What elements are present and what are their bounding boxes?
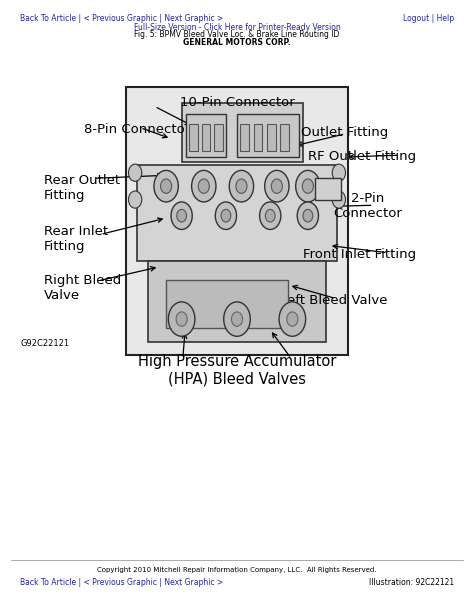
Text: RF Outlet Fitting: RF Outlet Fitting: [308, 151, 416, 164]
Bar: [186, 113, 226, 157]
Circle shape: [236, 179, 247, 193]
Circle shape: [297, 202, 319, 229]
Circle shape: [128, 191, 142, 208]
Text: 2-Pin
Connector: 2-Pin Connector: [333, 192, 402, 220]
Circle shape: [215, 202, 237, 229]
Circle shape: [231, 312, 243, 326]
Bar: [237, 113, 299, 157]
Text: Logout | Help: Logout | Help: [402, 14, 454, 23]
Text: Rear Inlet
Fitting: Rear Inlet Fitting: [44, 226, 108, 253]
Circle shape: [264, 170, 289, 202]
Text: GENERAL MOTORS CORP.: GENERAL MOTORS CORP.: [183, 39, 291, 47]
Circle shape: [287, 312, 298, 326]
Circle shape: [229, 170, 254, 202]
Text: 8-Pin Connector: 8-Pin Connector: [84, 123, 190, 136]
Circle shape: [224, 302, 250, 337]
Bar: [137, 165, 337, 261]
Circle shape: [279, 302, 306, 337]
Bar: [254, 124, 263, 151]
Circle shape: [332, 191, 346, 208]
Text: Front Inlet Fitting: Front Inlet Fitting: [303, 248, 416, 261]
Bar: [214, 124, 223, 151]
Circle shape: [332, 164, 346, 181]
Circle shape: [302, 179, 313, 193]
Circle shape: [296, 170, 320, 202]
Bar: [201, 124, 210, 151]
Circle shape: [128, 164, 142, 181]
Bar: [240, 124, 249, 151]
Bar: [182, 103, 303, 162]
Circle shape: [154, 170, 178, 202]
Text: Back To Article | < Previous Graphic | Next Graphic >: Back To Article | < Previous Graphic | N…: [20, 578, 223, 587]
Circle shape: [171, 202, 192, 229]
Circle shape: [198, 179, 210, 193]
Text: High Pressure Accumulator
(HPA) Bleed Valves: High Pressure Accumulator (HPA) Bleed Va…: [138, 354, 336, 387]
Text: Rear Outlet
Fitting: Rear Outlet Fitting: [44, 173, 120, 202]
Circle shape: [161, 179, 172, 193]
Circle shape: [177, 210, 186, 222]
Text: G92C22121: G92C22121: [20, 338, 69, 348]
Text: LF Outlet Fitting: LF Outlet Fitting: [282, 126, 388, 139]
Bar: [315, 178, 341, 200]
Text: Fig. 5: BPMV Bleed Valve Loc. & Brake Line Routing ID: Fig. 5: BPMV Bleed Valve Loc. & Brake Li…: [134, 31, 340, 39]
Bar: [166, 280, 288, 329]
FancyBboxPatch shape: [126, 87, 348, 356]
Circle shape: [191, 170, 216, 202]
Text: Back To Article | < Previous Graphic | Next Graphic >: Back To Article | < Previous Graphic | N…: [20, 14, 223, 23]
Text: 10-Pin Connector: 10-Pin Connector: [180, 96, 294, 109]
Bar: [280, 124, 289, 151]
Circle shape: [168, 302, 195, 337]
Bar: [267, 124, 276, 151]
Text: Full-Size Version - Click Here for Printer-Ready Version: Full-Size Version - Click Here for Print…: [134, 23, 340, 31]
Text: Illustration: 92C22121: Illustration: 92C22121: [369, 578, 454, 587]
Text: Left Bleed Valve: Left Bleed Valve: [280, 294, 388, 307]
Circle shape: [265, 210, 275, 222]
Bar: [148, 261, 326, 342]
Text: Copyright 2010 Mitchell Repair Information Company, LLC.  All Rights Reserved.: Copyright 2010 Mitchell Repair Informati…: [97, 567, 377, 573]
Circle shape: [221, 210, 231, 222]
Circle shape: [271, 179, 283, 193]
Bar: [190, 124, 198, 151]
Circle shape: [176, 312, 187, 326]
Circle shape: [260, 202, 281, 229]
Text: Right Bleed
Valve: Right Bleed Valve: [44, 274, 121, 302]
Circle shape: [303, 210, 313, 222]
